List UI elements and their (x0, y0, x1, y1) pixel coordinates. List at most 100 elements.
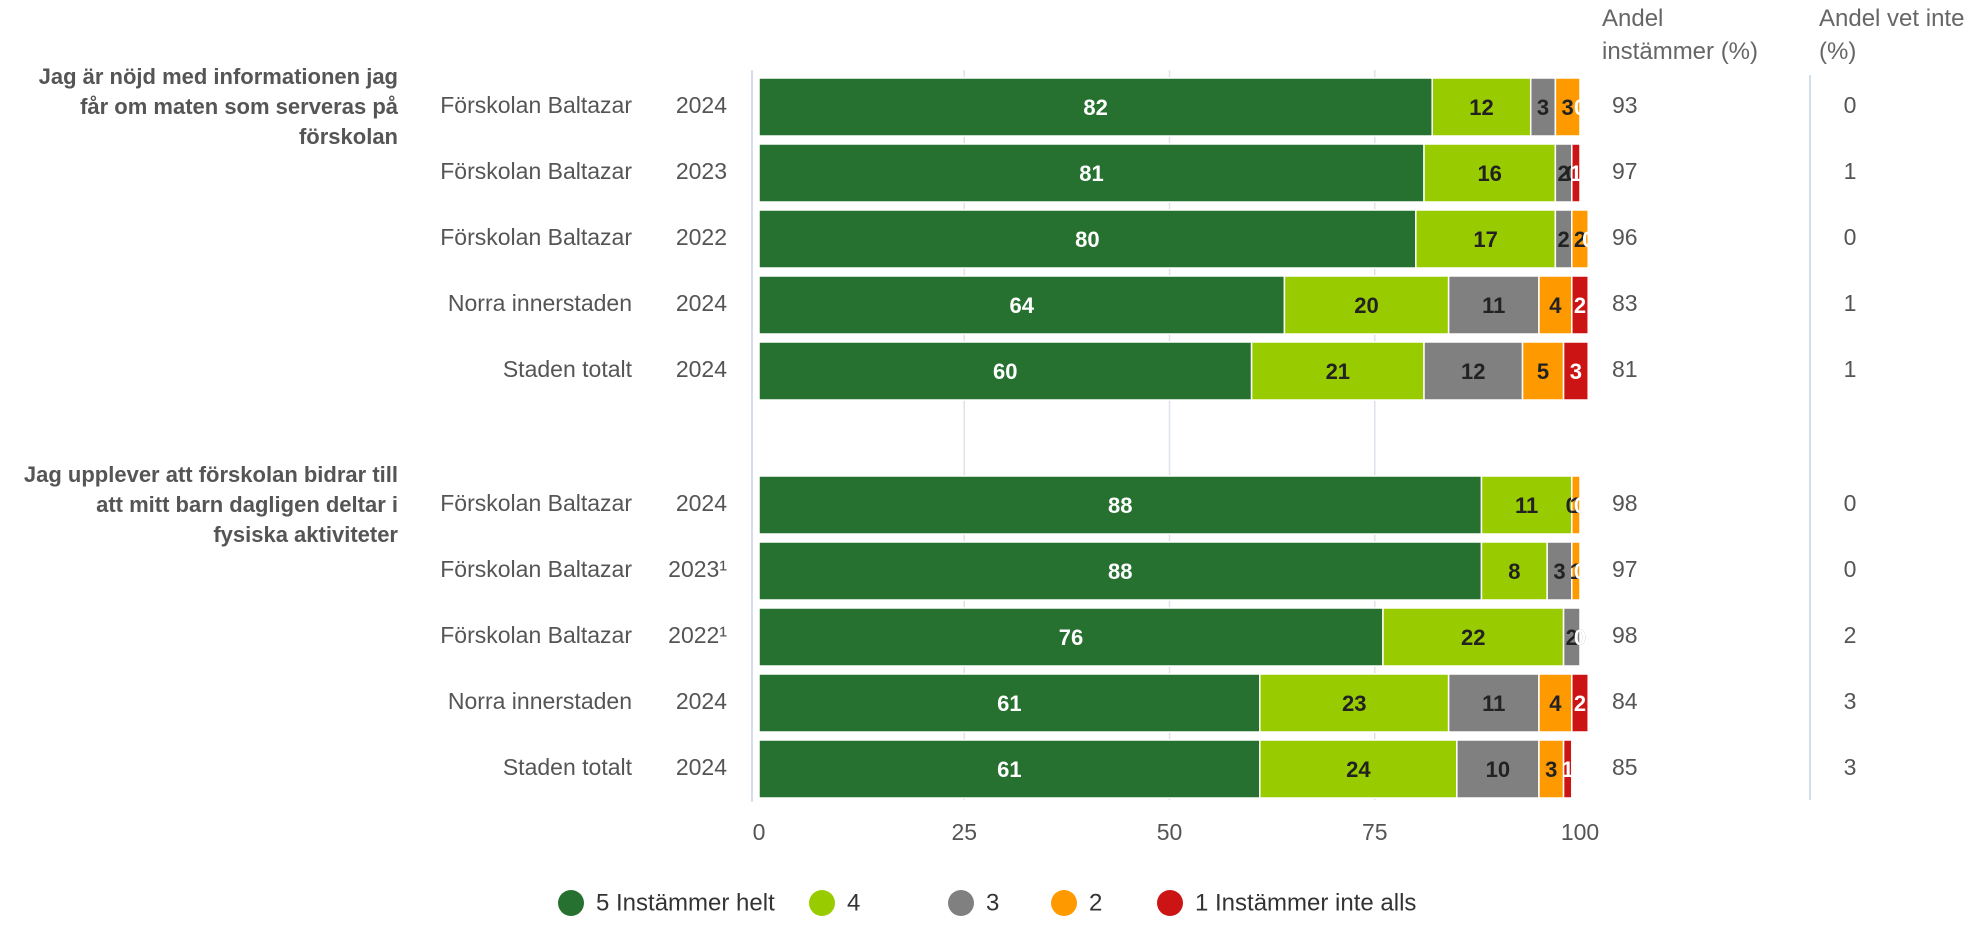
x-tick-label: 100 (1561, 819, 1599, 845)
bar-segment (1382, 607, 1565, 667)
bar-label: 60 (993, 359, 1017, 384)
row-year: 2023¹ (668, 556, 727, 582)
legend-label: 3 (986, 889, 999, 916)
bar-segment (1562, 607, 1581, 667)
bar-label: 2 (1557, 161, 1569, 186)
bar-label: 3 (1545, 757, 1557, 782)
bar-segment (758, 143, 1425, 203)
bar-label: 11 (1515, 493, 1538, 518)
column-value: 2 (1844, 622, 1857, 648)
bar-segment (758, 673, 1261, 733)
bar-segment (1250, 341, 1425, 401)
bar-label: 0 (1582, 227, 1594, 252)
x-tick-label: 75 (1362, 819, 1388, 845)
row-label: Förskolan Baltazar (440, 490, 632, 516)
bar-label: 2 (1574, 691, 1586, 716)
bar-segment (1447, 275, 1540, 335)
legend-label: 1 Instämmer inte alls (1195, 889, 1416, 916)
bar-label: 17 (1473, 227, 1497, 252)
row-label: Förskolan Baltazar (440, 92, 632, 118)
bar-segment (758, 475, 1483, 535)
bar-label: 1 (1570, 559, 1582, 584)
bar-label: 12 (1469, 95, 1493, 120)
bar-label: 21 (1326, 359, 1350, 384)
column-value: 1 (1844, 290, 1857, 316)
bar-label: 61 (997, 691, 1021, 716)
bar-segment (1562, 341, 1589, 401)
bar-segment (1571, 275, 1589, 335)
column-value: 98 (1612, 490, 1638, 516)
bar-label: 10 (1486, 757, 1510, 782)
column-value: 98 (1612, 622, 1638, 648)
bar-segment (1538, 673, 1573, 733)
row-year: 2022¹ (668, 622, 727, 648)
bar-label: 61 (997, 757, 1021, 782)
bar-label: 88 (1108, 559, 1132, 584)
bar-label: 0 (1574, 559, 1586, 584)
group-title: Jag upplever att förskolan bidrar till a… (23, 462, 398, 547)
column-value: 0 (1844, 490, 1857, 516)
legend-marker (558, 890, 584, 916)
bar-segment (1538, 739, 1565, 799)
row-year: 2024 (676, 688, 727, 714)
bar-label: 16 (1477, 161, 1501, 186)
bar-label: 3 (1537, 95, 1549, 120)
bar-label: 82 (1083, 95, 1107, 120)
bar-label: 8 (1508, 559, 1520, 584)
bar-label: 4 (1549, 691, 1562, 716)
row-label: Förskolan Baltazar (440, 224, 632, 250)
group-title: Jag är nöjd med informationen jag får om… (38, 64, 398, 149)
bar-segment (758, 77, 1433, 137)
bar-label: 3 (1570, 359, 1582, 384)
bar-label: 0 (1574, 95, 1586, 120)
column-header: Andel instämmer (%) (1602, 5, 1759, 65)
legend-label: 2 (1089, 889, 1102, 916)
column-value: 0 (1844, 224, 1857, 250)
column-value: 1 (1844, 356, 1857, 382)
legend-label: 4 (847, 889, 860, 916)
column-value: 84 (1612, 688, 1638, 714)
x-tick-label: 50 (1157, 819, 1183, 845)
x-tick-label: 25 (951, 819, 977, 845)
bar-segment (1571, 143, 1581, 203)
column-value: 81 (1612, 356, 1638, 382)
bar-label: 1 (1570, 161, 1582, 186)
bar-label: 80 (1075, 227, 1099, 252)
bar-label: 2 (1574, 227, 1586, 252)
bar-label: 11 (1482, 691, 1505, 716)
bar-segment (1480, 541, 1548, 601)
bar-segment (758, 739, 1261, 799)
column-value: 97 (1612, 158, 1638, 184)
row-year: 2024 (676, 92, 727, 118)
bar-segment (758, 209, 1417, 269)
bar-segment (1554, 77, 1581, 137)
bar-segment (758, 607, 1384, 667)
bar-label: 23 (1342, 691, 1366, 716)
legend-label: 5 Instämmer helt (596, 889, 775, 916)
column-value: 1 (1844, 158, 1857, 184)
bar-label: 0 (1574, 493, 1586, 518)
column-value: 83 (1612, 290, 1638, 316)
row-year: 2024 (676, 490, 727, 516)
bar-label: 4 (1549, 293, 1562, 318)
legend-marker (1051, 890, 1077, 916)
x-tick-label: 0 (753, 819, 766, 845)
bar-label: 24 (1346, 757, 1371, 782)
bar-label: 88 (1108, 493, 1132, 518)
bar-segment (1562, 739, 1573, 799)
bar-segment (758, 541, 1483, 601)
bar-segment (1571, 209, 1589, 269)
bar-segment (758, 341, 1253, 401)
column-value: 0 (1844, 92, 1857, 118)
column-value: 3 (1844, 754, 1857, 780)
row-year: 2024 (676, 754, 727, 780)
bar-label: 76 (1059, 625, 1083, 650)
column-value: 93 (1612, 92, 1638, 118)
bar-label: 1 (1562, 757, 1574, 782)
bar-label: 2 (1566, 625, 1578, 650)
row-label: Norra innerstaden (448, 688, 632, 714)
column-value: 3 (1844, 688, 1857, 714)
bar-label: 1 (1570, 493, 1582, 518)
bar-segment (1571, 541, 1581, 601)
